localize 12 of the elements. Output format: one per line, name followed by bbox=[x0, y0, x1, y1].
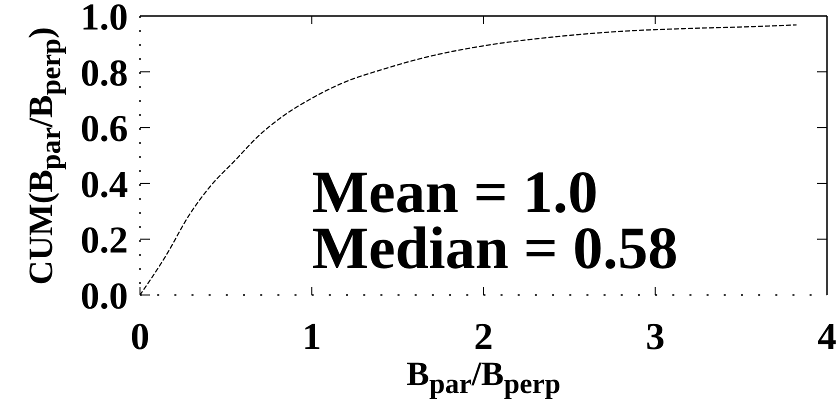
x-tick-label: 0 bbox=[130, 316, 150, 358]
y-tick-label: 0.4 bbox=[80, 164, 128, 206]
x-tick-label: 4 bbox=[818, 316, 836, 358]
y-tick-label: 0.2 bbox=[80, 220, 128, 262]
x-axis-title: B$_{par}$/B$_{perp}$ bbox=[406, 356, 562, 402]
x-tick-label: 2 bbox=[474, 316, 493, 358]
y-tick-label: 1.0 bbox=[80, 0, 128, 38]
y-tick-label: 0.8 bbox=[80, 52, 128, 94]
y-tick-label: 0.0 bbox=[80, 275, 128, 318]
y-tick-label: 0.6 bbox=[80, 108, 128, 150]
x-tick-label: 1 bbox=[302, 316, 322, 358]
x-tick-label: 3 bbox=[646, 316, 665, 358]
